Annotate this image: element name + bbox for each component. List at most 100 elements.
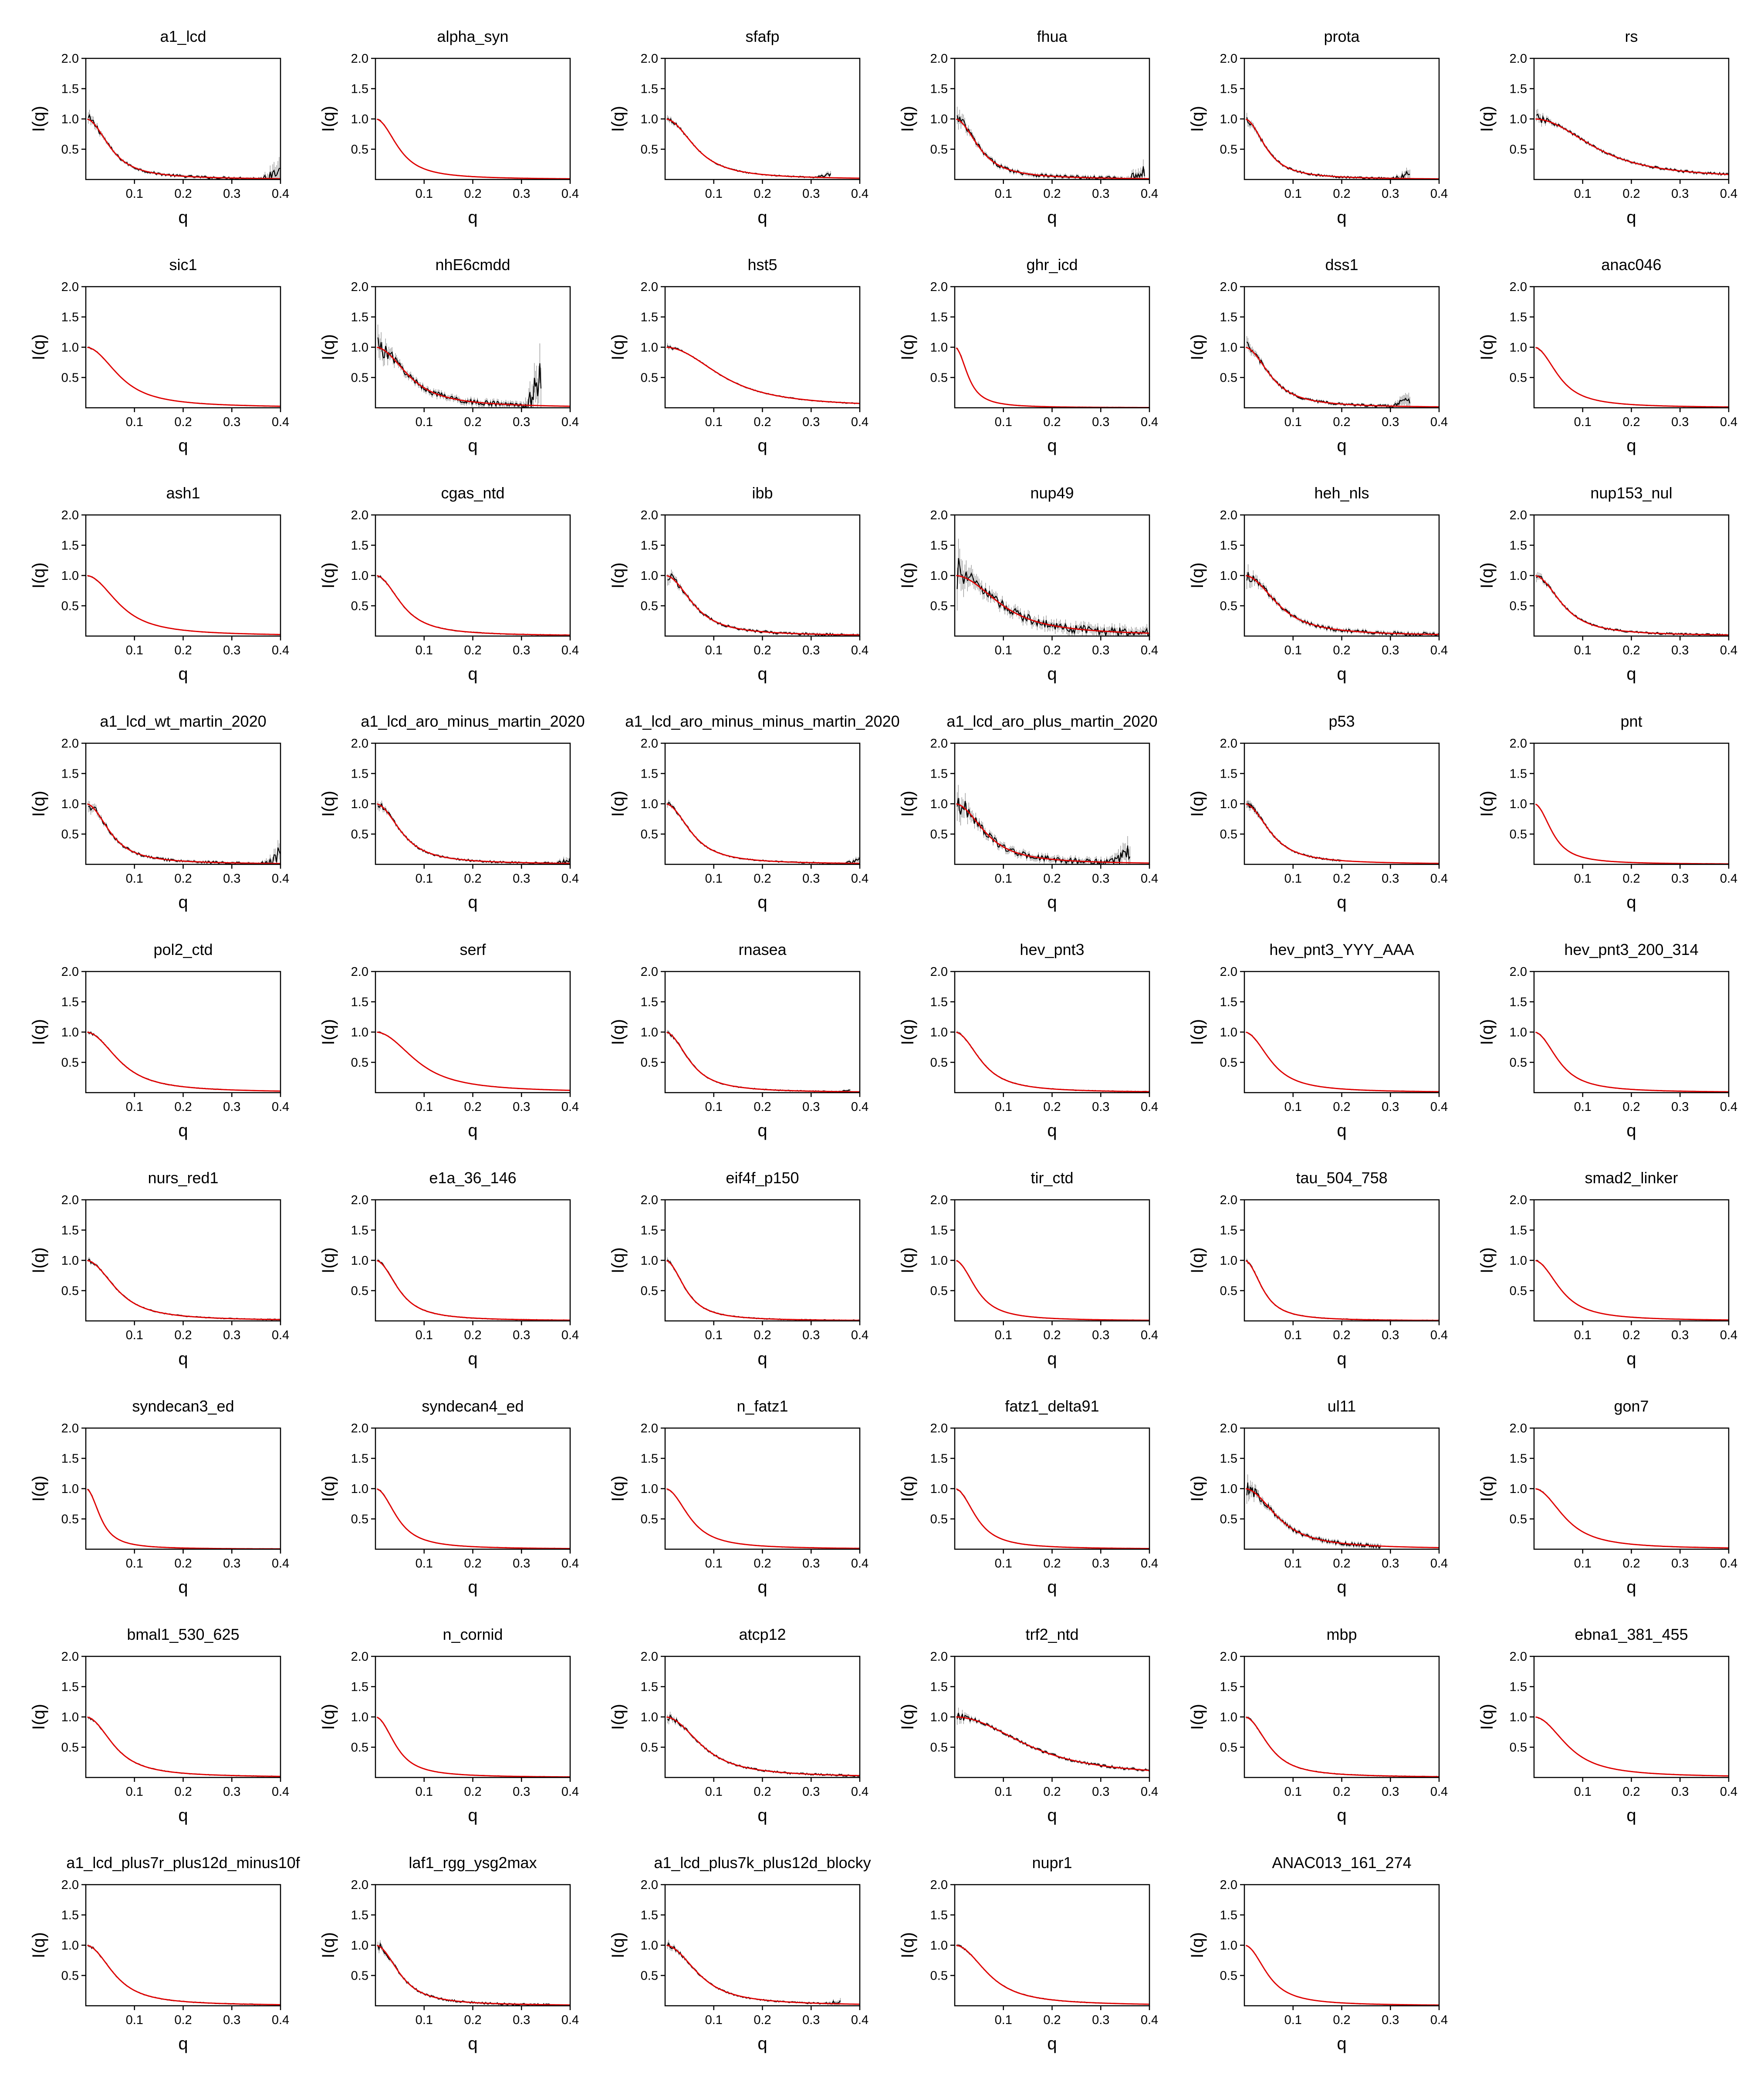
y-tick-label: 1.0 (641, 797, 658, 811)
x-tick-label: 0.1 (1574, 1328, 1592, 1342)
y-tick-label: 1.0 (1220, 1939, 1237, 1953)
y-tick-label: 0.5 (930, 371, 948, 385)
y-tick-label: 1.5 (351, 82, 368, 96)
y-tick-label: 1.5 (1220, 767, 1237, 781)
axes-frame (954, 1884, 1150, 2007)
axes-frame (85, 1427, 281, 1550)
data-series-line (1246, 341, 1410, 408)
subplot-eif4f_p150: eif4f_p150 0.1 0.2 0.3 0.4 0.5 1.0 1.5 2.0 q I(q) (608, 1169, 868, 1368)
experimental-data (378, 1489, 570, 1549)
x-axis-label: q (468, 2034, 477, 2053)
y-tick-label: 1.0 (61, 1026, 79, 1039)
y-axis-label: I(q) (898, 1704, 917, 1730)
y-tick-label: 1.5 (930, 1452, 948, 1466)
x-tick-label: 0.2 (1622, 1557, 1640, 1571)
fit-series-line (1245, 1945, 1439, 2006)
data-series-line (88, 806, 280, 864)
subplot-title: atcp12 (739, 1625, 786, 1643)
y-tick-label: 1.0 (641, 1482, 658, 1496)
experimental-data (88, 346, 280, 407)
y-tick-label: 0.5 (351, 1056, 368, 1070)
y-tick-label: 0.5 (351, 1741, 368, 1755)
fit-series-line (1535, 575, 1729, 636)
x-tick-label: 0.1 (416, 872, 433, 886)
fit-series-line (666, 1944, 860, 2005)
fit-series-line (956, 1260, 1149, 1321)
axes-frame (85, 1884, 281, 2007)
x-tick-label: 0.3 (513, 187, 530, 201)
y-axis-label: I(q) (898, 791, 917, 817)
axes-frame (375, 514, 571, 637)
experimental-data (667, 1489, 860, 1549)
y-tick-label: 2.0 (641, 1422, 658, 1435)
y-tick-label: 0.5 (930, 143, 948, 157)
data-series-line (1536, 1259, 1729, 1321)
subplot-hev_pnt3_yyy_aaa: hev_pnt3_YYY_AAA 0.1 0.2 0.3 0.4 0.5 1.0 1.5 2.0… (1188, 941, 1448, 1140)
axes-frame (954, 1199, 1150, 1322)
x-axis-label: q (178, 1578, 188, 1597)
x-tick-label: 0.2 (464, 1328, 481, 1342)
x-axis-label: q (1337, 1806, 1346, 1825)
x-tick-label: 0.4 (1430, 872, 1448, 886)
subplot-prota: prota 0.1 0.2 0.3 0.4 0.5 1.0 1.5 2.0 q I(q) (1188, 27, 1448, 227)
x-tick-label: 0.3 (1382, 1557, 1399, 1571)
y-tick-label: 1.0 (1510, 341, 1527, 355)
x-tick-label: 0.2 (174, 1100, 192, 1114)
y-tick-label: 0.5 (930, 828, 948, 842)
x-tick-label: 0.3 (1092, 1328, 1109, 1342)
x-tick-label: 0.3 (223, 1328, 240, 1342)
subplot-alpha_syn: alpha_syn 0.1 0.2 0.3 0.4 0.5 1.0 1.5 2.0 q I(q) (319, 27, 579, 227)
x-tick-label: 0.4 (1430, 1785, 1448, 1799)
x-tick-label: 0.3 (1382, 415, 1399, 429)
x-tick-label: 0.2 (464, 1100, 481, 1114)
subplot-bmal1_530_625: bmal1_530_625 0.1 0.2 0.3 0.4 0.5 1.0 1.5 2.0 q I(… (29, 1625, 289, 1825)
x-tick-label: 0.4 (1141, 872, 1158, 886)
data-series-line (667, 1714, 860, 1777)
x-tick-label: 0.3 (1382, 1328, 1399, 1342)
axes-frame (85, 514, 281, 637)
x-axis-label: q (1047, 208, 1057, 227)
y-tick-label: 2.0 (1220, 508, 1237, 522)
subplot-a1_lcd_aro_plus_martin_2020: a1_lcd_aro_plus_martin_2020 0.1 0.2 0.3 0.4 0… (898, 712, 1158, 912)
y-tick-label: 2.0 (61, 1650, 79, 1664)
x-tick-label: 0.2 (174, 643, 192, 657)
x-tick-label: 0.2 (1622, 1328, 1640, 1342)
x-tick-label: 0.1 (126, 2013, 143, 2027)
x-tick-label: 0.1 (126, 1100, 143, 1114)
y-tick-label: 2.0 (351, 965, 368, 979)
x-tick-label: 0.3 (1382, 1785, 1399, 1799)
x-tick-label: 0.4 (1720, 187, 1737, 201)
data-series-line (956, 798, 1131, 864)
x-tick-label: 0.4 (851, 1328, 868, 1342)
x-tick-label: 0.4 (272, 872, 289, 886)
x-tick-label: 0.2 (1043, 187, 1061, 201)
experimental-data (377, 1940, 551, 2006)
subplot-ibb: ibb 0.1 0.2 0.3 0.4 0.5 1.0 1.5 2.0 q I(q) (608, 484, 868, 684)
x-tick-label: 0.3 (223, 872, 240, 886)
fit-series-line (666, 575, 860, 636)
y-tick-label: 1.0 (351, 569, 368, 583)
y-tick-label: 1.0 (61, 1939, 79, 1953)
x-tick-label: 0.4 (1141, 415, 1158, 429)
x-tick-label: 0.3 (1092, 643, 1109, 657)
x-tick-label: 0.2 (1622, 1100, 1640, 1114)
x-tick-label: 0.1 (1574, 187, 1592, 201)
experimental-data (956, 1260, 1149, 1321)
y-tick-label: 2.0 (351, 737, 368, 751)
subplot-title: ebna1_381_455 (1575, 1625, 1688, 1643)
axes-frame (664, 1884, 861, 2007)
experimental-data (667, 569, 860, 636)
x-tick-label: 0.4 (272, 2013, 289, 2027)
x-tick-label: 0.1 (705, 1328, 723, 1342)
y-tick-label: 1.5 (61, 1909, 79, 1923)
x-tick-label: 0.4 (272, 415, 289, 429)
y-tick-label: 2.0 (641, 1650, 658, 1664)
x-tick-label: 0.2 (174, 872, 192, 886)
axes-frame (954, 514, 1150, 637)
data-series-line (1536, 113, 1729, 176)
y-tick-label: 2.0 (930, 52, 948, 66)
subplot-title: pnt (1620, 712, 1642, 730)
y-tick-label: 1.5 (351, 1224, 368, 1238)
experimental-data (377, 575, 570, 636)
